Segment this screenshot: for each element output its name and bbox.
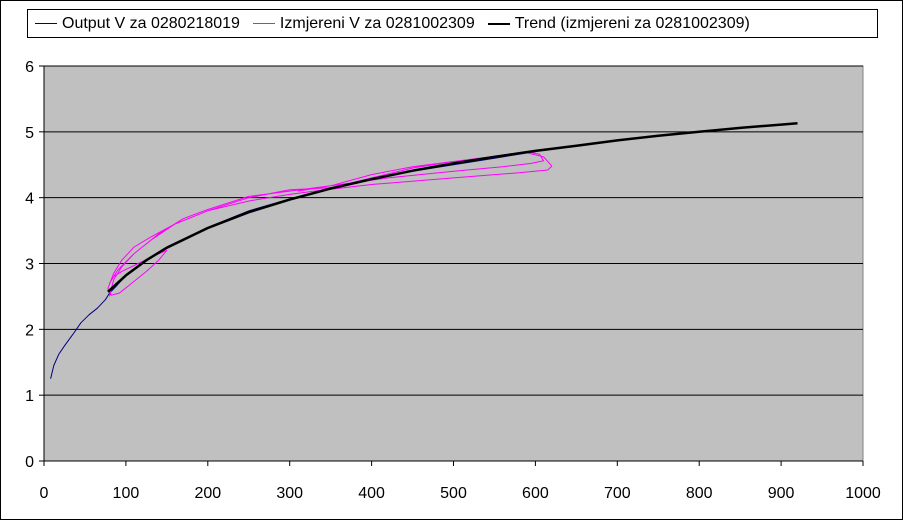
x-tick-label-1: 100 xyxy=(113,485,140,502)
axes xyxy=(39,65,864,466)
series-line-1 xyxy=(107,151,553,297)
grid-lines xyxy=(44,65,863,396)
x-tick-label-10: 1000 xyxy=(845,485,881,502)
legend: Output V za 0280218019 Izmjereni V za 02… xyxy=(27,9,878,38)
y-tick-label-5: 5 xyxy=(25,125,34,142)
legend-label-trend: Trend (izmjereni za 0281002309) xyxy=(514,14,750,32)
legend-entry-output: Output V za 0280218019 xyxy=(35,15,240,33)
x-tick-label-9: 900 xyxy=(768,485,795,502)
x-tick-label-6: 600 xyxy=(522,485,549,502)
y-tick-label-1: 1 xyxy=(25,388,34,405)
x-tick-label-3: 300 xyxy=(276,485,303,502)
x-tick-label-2: 200 xyxy=(194,485,221,502)
y-tick-label-2: 2 xyxy=(25,322,34,339)
y-tick-label-6: 6 xyxy=(25,59,34,76)
y-tick-label-0: 0 xyxy=(25,454,34,471)
legend-entry-trend: Trend (izmjereni za 0281002309) xyxy=(487,14,750,33)
x-tick-label-0: 0 xyxy=(40,485,49,502)
series-line-2 xyxy=(107,122,798,293)
x-tick-label-7: 700 xyxy=(604,485,631,502)
x-tick-label-8: 800 xyxy=(686,485,713,502)
y-tick-label-4: 4 xyxy=(25,191,34,208)
x-tick-label-5: 500 xyxy=(440,485,467,502)
tick-labels: 0 1 2 3 4 5 6 0 100 200 300 400 500 600 700 800 900 1000 xyxy=(25,59,881,502)
x-tick-label-4: 400 xyxy=(358,485,385,502)
legend-swatch-trend xyxy=(487,22,510,25)
legend-label-measured: Izmjereni V za 0281002309 xyxy=(279,14,475,32)
legend-entry-measured: Izmjereni V za 0281002309 xyxy=(252,14,475,33)
legend-swatch-measured xyxy=(252,23,275,24)
series-lines xyxy=(50,122,798,379)
y-tick-label-3: 3 xyxy=(25,257,34,274)
legend-label-output: Output V za 0280218019 xyxy=(62,14,240,32)
legend-swatch-output xyxy=(35,23,57,24)
